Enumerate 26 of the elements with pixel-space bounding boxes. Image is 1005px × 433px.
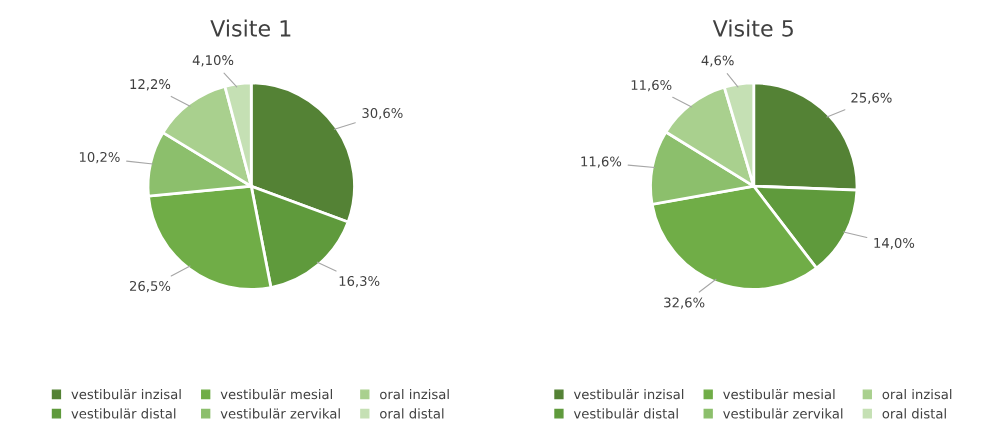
legend-label: oral distal <box>380 408 444 419</box>
chart-title: Visite 5 <box>712 19 793 37</box>
data-label: 14,0% <box>874 237 915 250</box>
legend-label: oral inzisal <box>882 388 952 400</box>
data-label: 11,6% <box>631 80 672 92</box>
data-label: 4,10% <box>192 55 234 67</box>
data-label: 12,2% <box>130 79 171 91</box>
legend-label: vestibulär zervikal <box>220 408 340 419</box>
legend-label: oral distal <box>882 408 946 419</box>
data-label: 32,6% <box>664 297 705 309</box>
data-label: 4,6% <box>701 55 734 67</box>
data-label: 30,6% <box>362 108 403 120</box>
legend-label: vestibulär distal <box>573 408 678 419</box>
data-label: 26,5% <box>129 280 171 293</box>
legend-label: vestibulär zervikal <box>723 408 843 419</box>
legend-label: oral inzisal <box>380 388 449 400</box>
legend-label: vestibulär distal <box>71 408 176 419</box>
data-label: 11,6% <box>581 156 622 168</box>
data-label: 16,3% <box>339 276 380 288</box>
legend-label: vestibulär inzisal <box>71 388 181 400</box>
chart-title: Visite 1 <box>210 19 291 37</box>
legend-label: vestibulär inzisal <box>573 388 684 400</box>
legend-label: vestibulär mesial <box>723 388 835 400</box>
data-label: 10,2% <box>79 151 120 164</box>
legend-label: vestibulär mesial <box>220 388 332 400</box>
data-label: 25,6% <box>851 92 892 104</box>
